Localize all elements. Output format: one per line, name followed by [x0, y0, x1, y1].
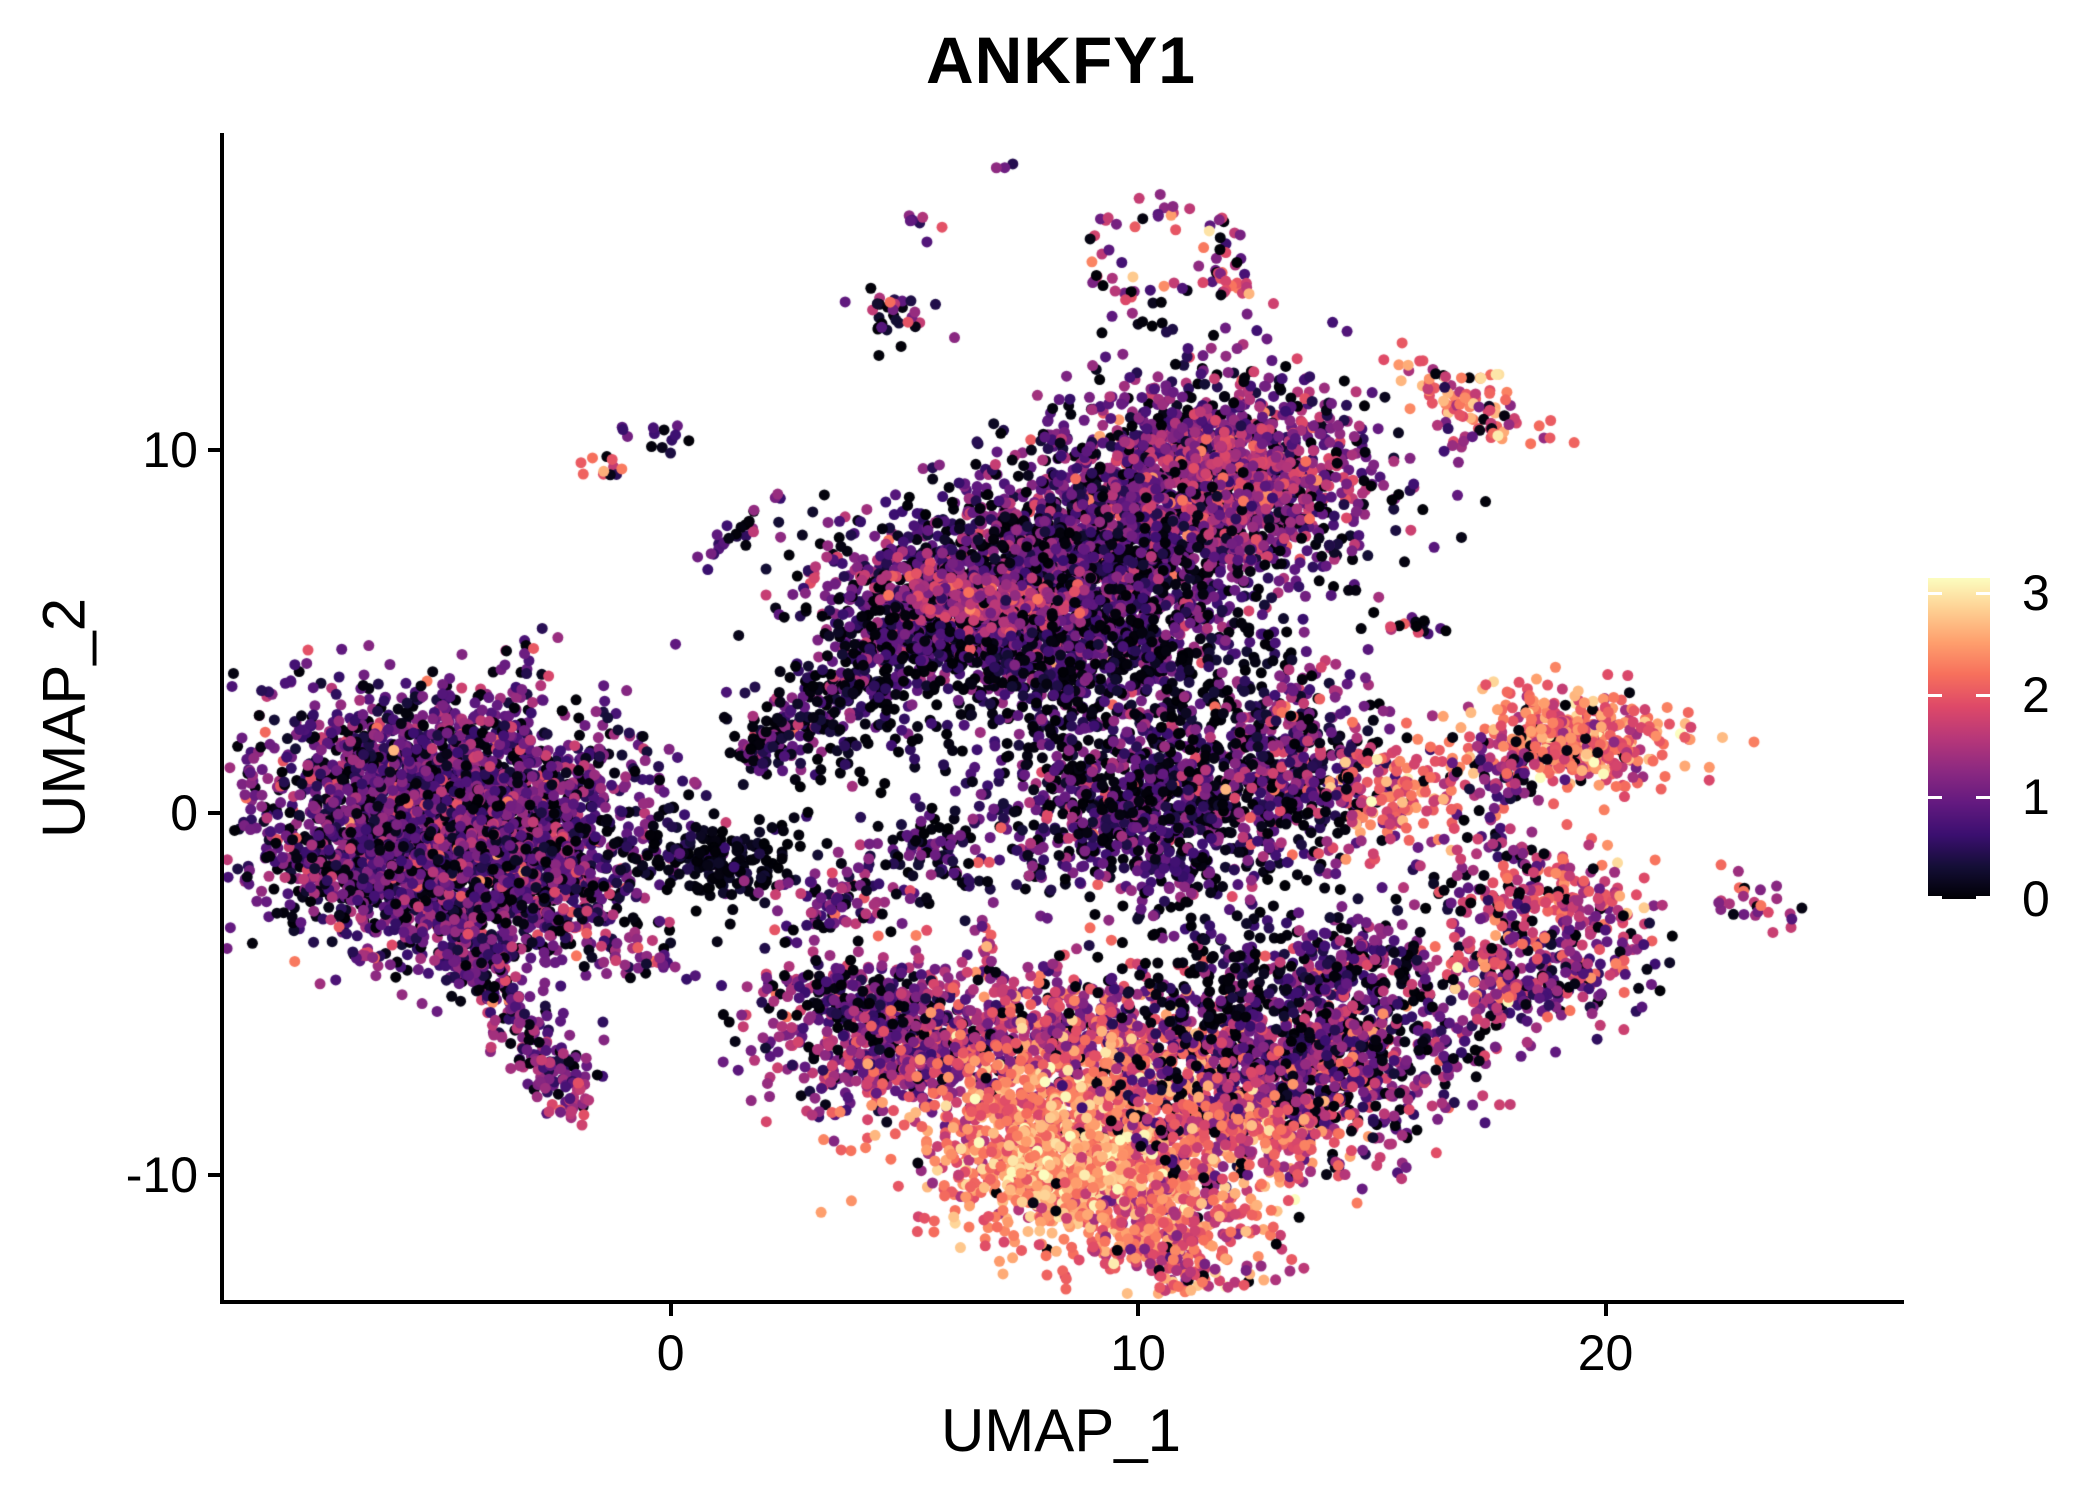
expression-colorbar — [1928, 578, 1990, 899]
colorbar-tick-mark — [1976, 795, 1990, 799]
y-tick-mark — [208, 1173, 222, 1178]
colorbar-tick-label-3: 3 — [2022, 565, 2050, 622]
colorbar-tick-mark — [1928, 795, 1942, 799]
y-axis-line — [220, 133, 224, 1304]
colorbar-tick-label-0: 0 — [2022, 871, 2050, 927]
colorbar-tick-label-2: 2 — [2022, 667, 2050, 724]
x-axis-title: UMAP_1 — [940, 1397, 1182, 1464]
colorbar-tick-mark — [1976, 693, 1990, 697]
colorbar-tick-label-1: 1 — [2022, 769, 2050, 826]
colorbar-tick-mark — [1928, 693, 1942, 697]
x-tick-mark — [1603, 1304, 1608, 1316]
y-tick-label-2: 10 — [142, 422, 198, 479]
y-tick-mark — [208, 448, 222, 453]
colorbar-tick-mark — [1976, 896, 1990, 899]
y-tick-mark — [208, 810, 222, 815]
colorbar-tick-mark — [1928, 896, 1942, 899]
y-axis-title: UMAP_2 — [30, 597, 98, 839]
y-tick-label-1: 0 — [170, 784, 198, 841]
x-axis-line — [220, 1300, 1904, 1304]
x-tick-label-0: 0 — [656, 1325, 685, 1381]
x-tick-mark — [1136, 1304, 1141, 1316]
y-tick-label-0: -10 — [125, 1147, 198, 1204]
x-tick-mark — [668, 1304, 673, 1316]
colorbar-gradient — [1928, 578, 1990, 899]
colorbar-tick-mark — [1928, 591, 1942, 595]
x-tick-label-2: 20 — [1577, 1325, 1634, 1381]
colorbar-tick-mark — [1976, 591, 1990, 595]
x-tick-label-1: 10 — [1110, 1325, 1166, 1381]
plot-title: ANKFY1 — [925, 23, 1197, 97]
